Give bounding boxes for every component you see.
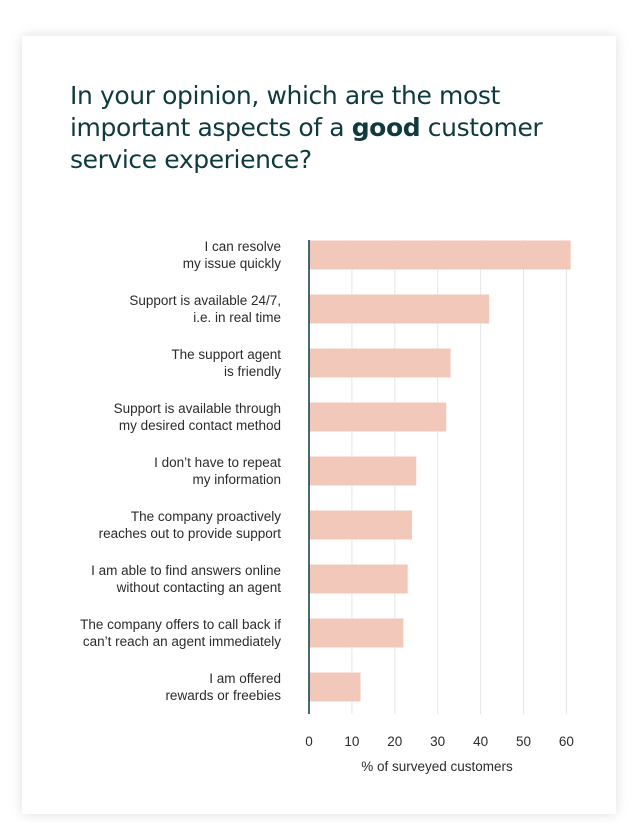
category-label-7: I am able to find answers online without … xyxy=(91,563,281,595)
bar-9 xyxy=(309,672,361,702)
category-label-3: The support agent is friendly xyxy=(171,347,281,379)
chart-title: In your opinion, which are the most impo… xyxy=(70,81,543,174)
x-tick-label-20: 20 xyxy=(387,734,402,749)
bar-2 xyxy=(309,294,490,324)
bar-5 xyxy=(309,456,417,486)
x-tick-label-30: 30 xyxy=(430,734,445,749)
x-tick-label-40: 40 xyxy=(473,734,488,749)
bar-7 xyxy=(309,564,408,594)
category-label-9: I am offered rewards or freebies xyxy=(165,671,281,703)
x-tick-label-10: 10 xyxy=(344,734,359,749)
bar-1 xyxy=(309,240,571,270)
title-emphasis: good xyxy=(351,113,421,142)
category-label-2: Support is available 24/7, i.e. in real t… xyxy=(129,293,281,325)
bar-4 xyxy=(309,402,447,432)
x-axis-label: % of surveyed customers xyxy=(361,759,513,774)
bar-6 xyxy=(309,510,412,540)
x-tick-label-0: 0 xyxy=(305,734,313,749)
bar-8 xyxy=(309,618,404,648)
category-label-1: I can resolve my issue quickly xyxy=(183,239,282,271)
x-tick-label-60: 60 xyxy=(559,734,574,749)
category-label-4: Support is available through my desired c… xyxy=(114,401,281,433)
x-tick-label-50: 50 xyxy=(516,734,531,749)
category-label-8: The company offers to call back if can’t … xyxy=(80,617,281,649)
category-label-5: I don’t have to repeat my information xyxy=(154,455,281,487)
category-label-6: The company proactively reaches out to pr… xyxy=(99,509,282,541)
bar-3 xyxy=(309,348,451,378)
